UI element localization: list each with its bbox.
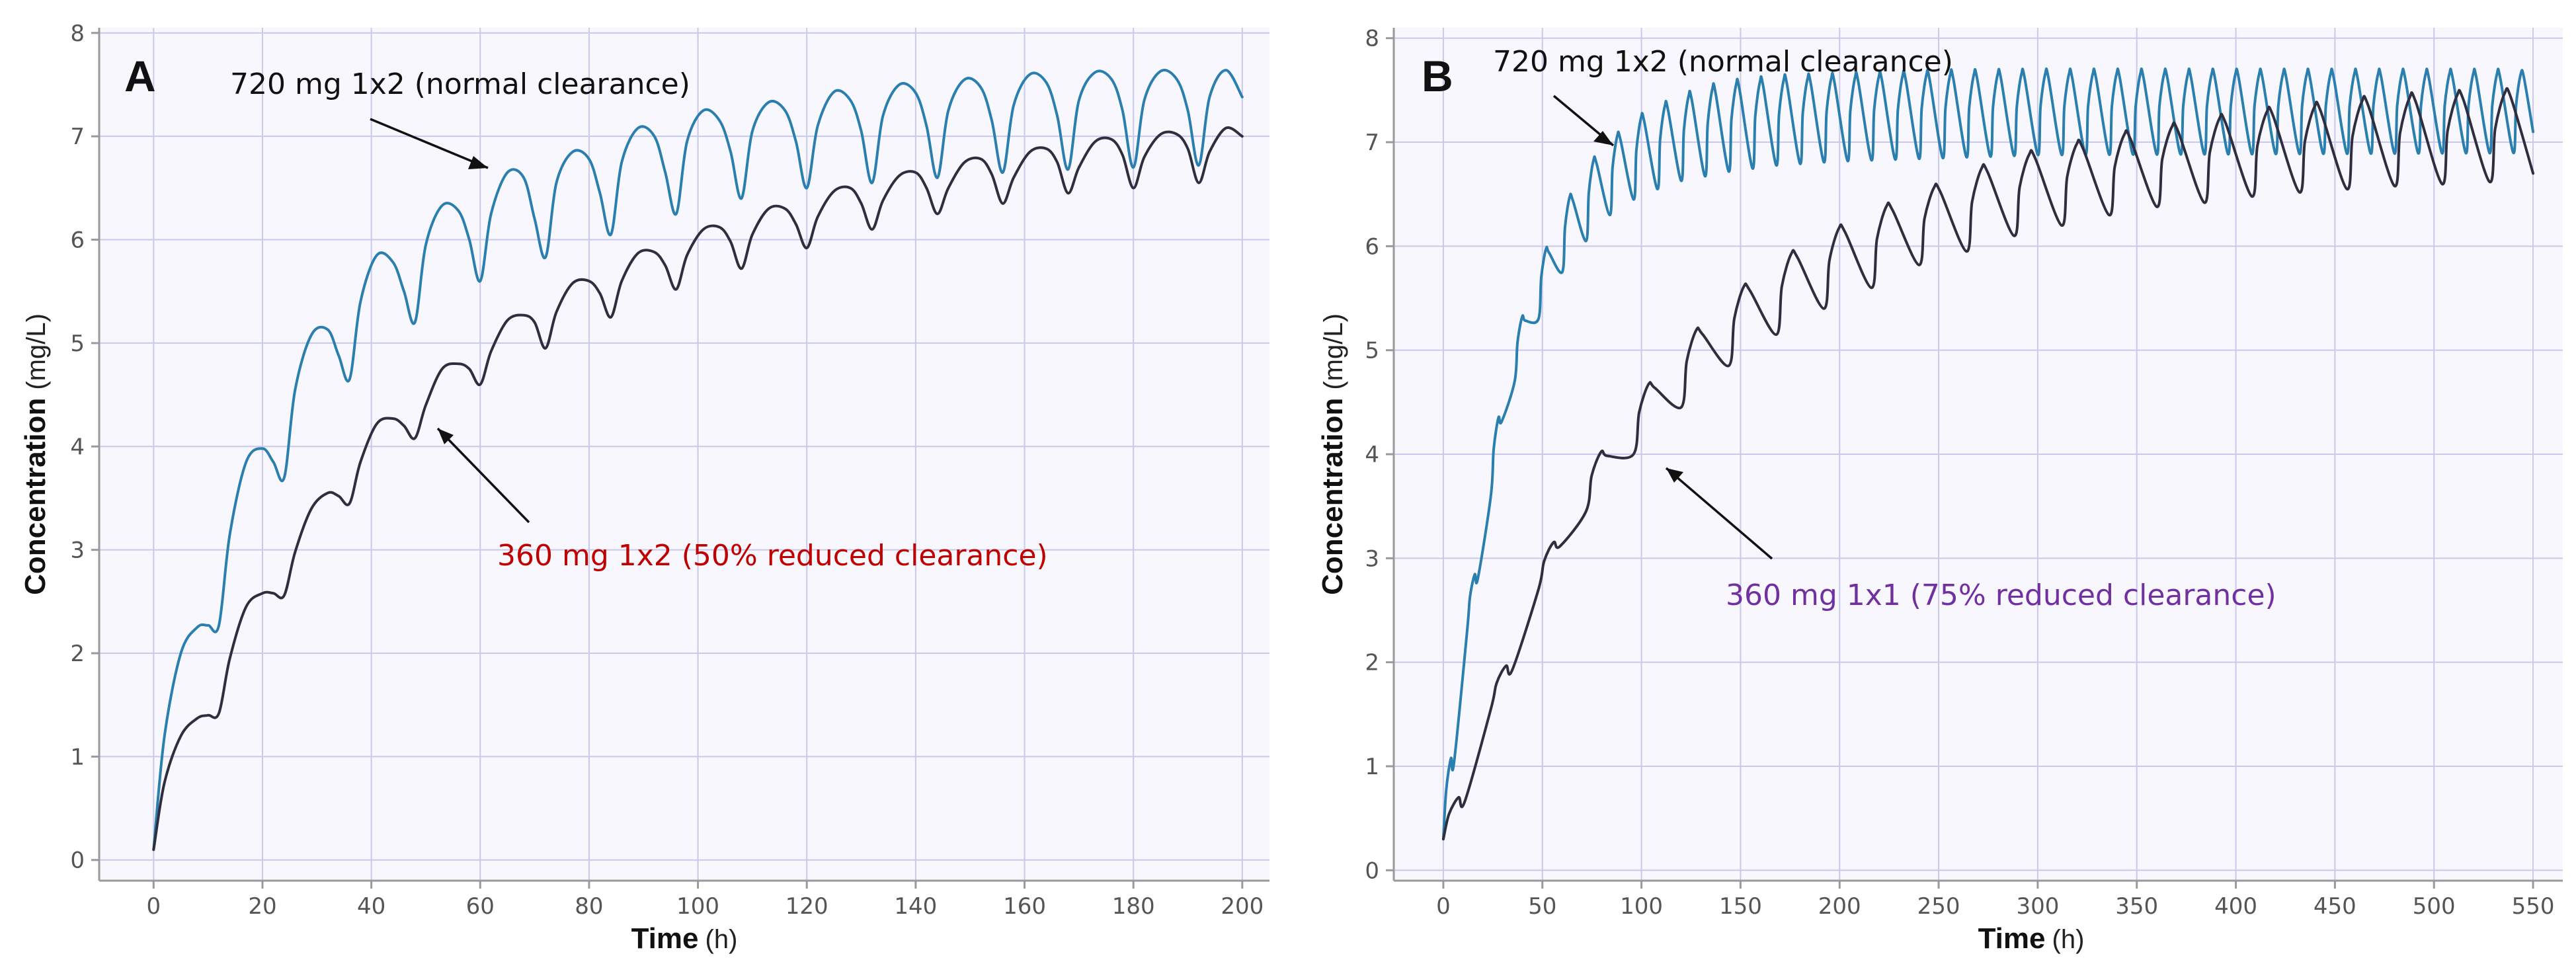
- panel-b-ytick-label-7: 7: [1365, 130, 1379, 156]
- panel-a-series-normal-clearance-line: [152, 69, 1244, 852]
- panel-a-ytick-label-3: 3: [70, 538, 85, 564]
- panel-b-ytick-label-4: 4: [1365, 442, 1379, 468]
- panel-a-y-axis-title: Concentration (mg/L): [19, 313, 52, 595]
- panel-a-ytick-label-5: 5: [70, 331, 85, 357]
- panel-a-ytick-label-1: 1: [70, 744, 85, 770]
- panel-a-xtick-label-0: 0: [147, 893, 161, 920]
- panel-a-xtick-label-4: 80: [575, 893, 603, 920]
- panel-b-annotation-normal: 720 mg 1x2 (normal clearance): [1493, 45, 1953, 79]
- panel-a-ytick-label-8: 8: [70, 20, 85, 47]
- panel-b-ytick-label-1: 1: [1365, 754, 1379, 780]
- panel-b-annotation-reduced: 360 mg 1x1 (75% reduced clearance): [1726, 579, 2276, 612]
- panel-a-xtick-label-1: 20: [248, 893, 276, 920]
- panel-a-plot-area: [99, 28, 1269, 881]
- panel-b-xtick-label-6: 300: [2016, 893, 2059, 920]
- panel-b: 0 50 100 150 200 250 300 350 400 450 500 550 0 1 2 3 4 5 6…: [1316, 26, 2563, 955]
- panel-a-xtick-label-9: 180: [1112, 893, 1155, 920]
- panel-b-xtick-label-7: 350: [2115, 893, 2158, 920]
- panel-b-ytick-label-8: 8: [1365, 26, 1379, 52]
- panel-a-xunit: (h): [705, 925, 738, 954]
- panel-a-ytick-label-2: 2: [70, 641, 85, 667]
- panel-a-arrowhead-normal: [468, 156, 488, 169]
- panel-a-xtick-label-6: 120: [785, 893, 828, 920]
- panel-a-ticks: 0 20 40 60 80 100 120 140 160 180 200 0 1 2 3 4 5 6 7 8: [70, 20, 1264, 920]
- panel-a-ytick-label-7: 7: [70, 124, 85, 150]
- panel-a-xtick-label-2: 40: [357, 893, 385, 920]
- panel-a-series: [152, 69, 1244, 852]
- panel-b-label: B: [1422, 52, 1453, 100]
- panel-b-ytick-label-6: 6: [1365, 233, 1379, 260]
- panel-a: 0 20 40 60 80 100 120 140 160 180 200 0 1 2 3 4 5 6 7 8 A 7…: [19, 20, 1269, 955]
- panel-b-y-axis-title: Concentration (mg/L): [1316, 313, 1349, 595]
- panel-b-series-reduced-clearance-line: [1441, 87, 2535, 841]
- panel-a-ylabel: Concentration: [19, 398, 52, 595]
- panel-a-xtick-label-7: 140: [894, 893, 937, 920]
- panel-a-arrow-reduced: [436, 427, 530, 524]
- panel-a-ytick-label-6: 6: [70, 227, 85, 254]
- panel-a-annotation-normal: 720 mg 1x2 (normal clearance): [230, 67, 690, 101]
- panel-b-ytick-label-0: 0: [1365, 858, 1379, 884]
- panel-b-xtick-label-10: 500: [2413, 893, 2456, 920]
- panel-b-xtick-label-9: 450: [2314, 893, 2356, 920]
- panel-b-xunit: (h): [2052, 925, 2085, 954]
- panel-b-xlabel: Time: [1978, 922, 2046, 955]
- panel-b-series: [1441, 67, 2535, 841]
- panel-b-xtick-label-3: 150: [1719, 893, 1762, 920]
- panel-a-arrowhead-reduced: [438, 428, 454, 444]
- panel-b-series-normal-clearance-line: [1441, 67, 2535, 841]
- panel-b-xtick-label-1: 50: [1528, 893, 1556, 920]
- panel-b-arrowhead-normal: [1593, 131, 1613, 145]
- panel-b-xtick-label-5: 250: [1917, 893, 1960, 920]
- panel-b-ticks: 0 50 100 150 200 250 300 350 400 450 500 550 0 1 2 3 4 5 6…: [1365, 26, 2554, 920]
- panel-b-xtick-label-11: 550: [2512, 893, 2555, 920]
- panel-b-arrowhead-reduced: [1666, 468, 1683, 483]
- panel-b-x-axis-title: Time (h): [1978, 922, 2085, 955]
- panel-b-arrow-reduced: [1665, 467, 1773, 560]
- panel-a-x-axis-title: Time (h): [631, 922, 738, 955]
- panel-b-ytick-label-3: 3: [1365, 545, 1379, 572]
- panel-b-xtick-label-0: 0: [1436, 893, 1451, 920]
- panel-a-xtick-label-5: 100: [676, 893, 719, 920]
- panel-b-ytick-label-2: 2: [1365, 650, 1379, 676]
- panel-a-arrow-normal: [370, 118, 489, 169]
- panel-b-ylabel: Concentration: [1316, 398, 1349, 595]
- panel-a-label: A: [124, 52, 156, 100]
- panel-a-xtick-label-10: 200: [1221, 893, 1264, 920]
- panel-b-xtick-label-8: 400: [2214, 893, 2257, 920]
- panel-b-yunit: (mg/L): [1319, 313, 1348, 390]
- panel-b-xtick-label-4: 200: [1818, 893, 1861, 920]
- panel-b-xtick-label-2: 100: [1620, 893, 1663, 920]
- panel-b-ytick-label-5: 5: [1365, 338, 1379, 364]
- panel-a-xlabel: Time: [631, 922, 699, 955]
- panel-a-xtick-label-8: 160: [1003, 893, 1046, 920]
- panel-a-yunit: (mg/L): [22, 313, 51, 390]
- panel-a-ytick-label-4: 4: [70, 434, 85, 460]
- panel-a-series-reduced-clearance-line: [152, 126, 1244, 852]
- panel-a-xtick-label-3: 60: [466, 893, 495, 920]
- panel-a-ytick-label-0: 0: [70, 848, 85, 874]
- panel-a-annotation-reduced: 360 mg 1x2 (50% reduced clearance): [497, 539, 1048, 573]
